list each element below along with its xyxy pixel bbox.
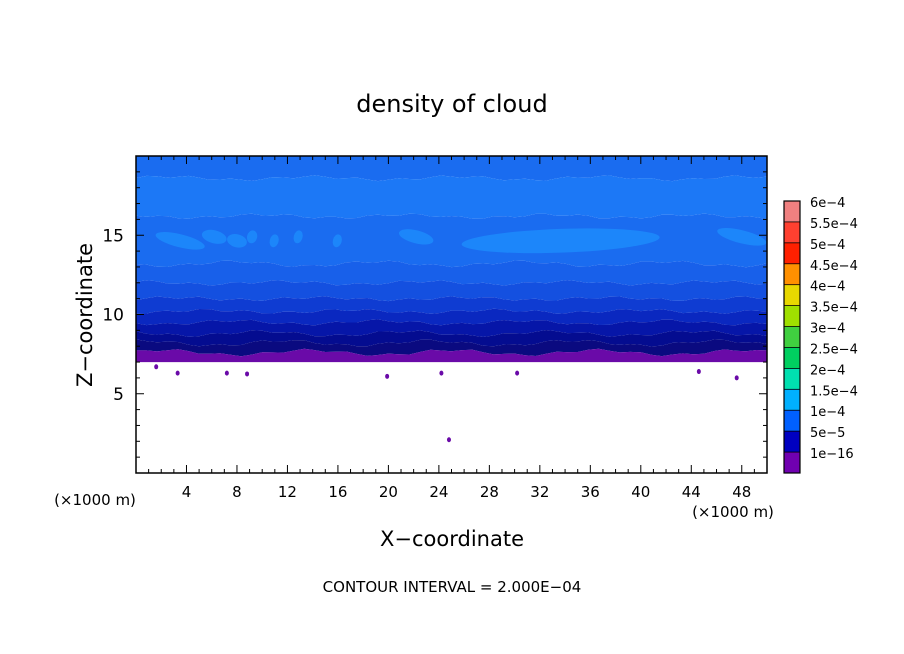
- colorbar-label: 3e−4: [810, 322, 845, 337]
- colorbar-label: 1.5e−4: [810, 384, 858, 399]
- contour-band: [136, 330, 767, 347]
- colorbar-label: 5e−4: [810, 238, 845, 253]
- colorbar-swatch: [784, 389, 800, 411]
- x-tick-label: 24: [429, 483, 448, 501]
- cloud-patch: [246, 230, 258, 244]
- colorbar-swatch: [784, 221, 800, 243]
- y-tick-label: 15: [102, 226, 124, 246]
- colorbar-label: 4e−4: [810, 280, 845, 295]
- cloud-speck: [385, 373, 390, 379]
- contour-band: [136, 175, 767, 219]
- colorbar-label: 1e−16: [810, 447, 854, 462]
- colorbar-swatch: [784, 263, 800, 285]
- x-tick-label: 44: [682, 483, 701, 501]
- y-tick-label: 10: [102, 306, 124, 326]
- colorbar-label: 6e−4: [810, 196, 845, 211]
- cloud-speck: [245, 371, 250, 377]
- x-tick-label: 8: [232, 483, 242, 501]
- x-axis-label: X−coordinate: [380, 527, 524, 551]
- cloud-speck: [175, 370, 180, 376]
- colorbar-label: 2.5e−4: [810, 342, 858, 357]
- contour-band: [136, 319, 767, 337]
- contour-band: [136, 280, 767, 302]
- colorbar-swatch: [784, 410, 800, 432]
- cloud-patch: [332, 234, 342, 248]
- x-tick-label: 32: [530, 483, 549, 501]
- x-tick-label: 36: [581, 483, 600, 501]
- cloud-speck: [446, 437, 451, 443]
- cloud-speck: [696, 369, 701, 375]
- x-tick-label: 16: [328, 483, 347, 501]
- colorbar-frame: [783, 200, 801, 474]
- cloud-speck: [224, 370, 229, 376]
- colorbar-swatch: [784, 452, 800, 473]
- colorbar: 6e−4 5.5e−4 5e−4 4.5e−4 4e−4 3.5e−4 3e−4 2.5e−4…: [783, 196, 858, 474]
- y-tick-label: 5: [113, 385, 124, 405]
- cloud-speck: [154, 364, 159, 370]
- cloud-patch: [201, 229, 227, 244]
- colorbar-swatch: [784, 326, 800, 348]
- contour-band: [136, 308, 767, 326]
- cloud-patch: [461, 228, 660, 254]
- colorbar-label: 5.5e−4: [810, 217, 858, 232]
- contour-band: [136, 296, 767, 314]
- colorbar-swatch: [784, 368, 800, 390]
- chart-title: density of cloud: [356, 90, 547, 118]
- y-axis-label: Z−coordinate: [73, 243, 97, 387]
- x-tick-label: 12: [278, 483, 297, 501]
- cloud-speck: [515, 370, 520, 376]
- colorbar-swatch: [784, 305, 800, 327]
- cloud-patch: [269, 234, 279, 248]
- cloud-patch: [717, 228, 767, 246]
- x-tick-label: 20: [379, 483, 398, 501]
- contour-band: [136, 339, 767, 357]
- colorbar-label: 5e−5: [810, 426, 845, 441]
- contour-band: [136, 156, 767, 182]
- plot-area: [136, 156, 767, 443]
- colorbar-label: 3.5e−4: [810, 301, 858, 316]
- colorbar-swatch: [784, 284, 800, 306]
- x-unit-label-right: (×1000 m): [692, 503, 774, 521]
- cloud-speck: [734, 375, 739, 381]
- cloud-speck: [439, 370, 444, 376]
- x-tick-label: 4: [182, 483, 192, 501]
- colorbar-label: 1e−4: [810, 405, 845, 420]
- cloud-patch: [227, 233, 247, 248]
- x-tick-label: 48: [732, 483, 751, 501]
- cloud-patch: [398, 229, 434, 245]
- contour-band: [136, 213, 767, 268]
- colorbar-swatch: [784, 201, 800, 222]
- x-tick-label: 40: [631, 483, 650, 501]
- cloud-patch: [293, 230, 303, 244]
- contour-interval-note: CONTOUR INTERVAL = 2.000E−04: [323, 578, 582, 596]
- colorbar-swatch: [784, 242, 800, 264]
- x-unit-label-left: (×1000 m): [54, 491, 136, 509]
- contour-band: [136, 260, 767, 286]
- colorbar-swatch: [784, 431, 800, 453]
- x-tick-label: 28: [480, 483, 499, 501]
- colorbar-swatch: [784, 347, 800, 369]
- contour-band: [136, 348, 767, 363]
- colorbar-label: 4.5e−4: [810, 259, 858, 274]
- colorbar-label: 2e−4: [810, 363, 845, 378]
- cloud-patch: [155, 231, 205, 250]
